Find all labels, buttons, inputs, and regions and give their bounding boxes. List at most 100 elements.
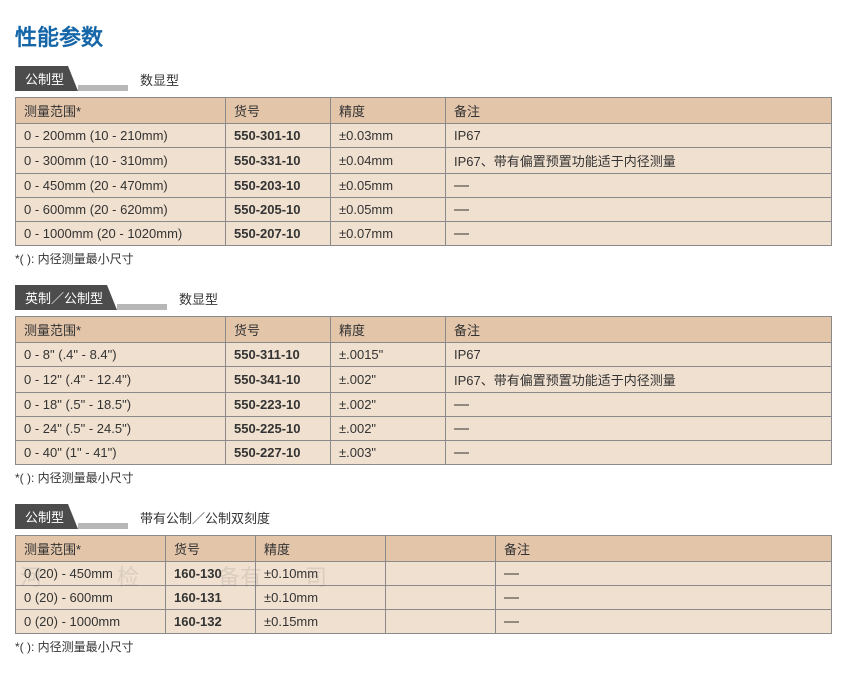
table-row: 0 - 450mm (20 - 470mm)550-203-10±0.05mm— xyxy=(16,174,832,198)
table-cell: ±.002" xyxy=(331,417,446,441)
table-row: 0 - 18" (.5" - 18.5")550-223-10±.002"— xyxy=(16,393,832,417)
table-cell: 160-132 xyxy=(166,610,256,634)
table-cell: 0 - 12" (.4" - 12.4") xyxy=(16,367,226,393)
table-row: 0 - 300mm (10 - 310mm)550-331-10±0.04mmI… xyxy=(16,148,832,174)
col-blank xyxy=(386,536,496,562)
table-cell: IP67、带有偏置预置功能适于内径测量 xyxy=(446,367,832,393)
table-cell: — xyxy=(446,441,832,465)
table-cell: ±.0015" xyxy=(331,343,446,367)
tab-metric: 公制型 xyxy=(15,66,78,91)
table-cell: — xyxy=(496,586,832,610)
col-code: 货号 xyxy=(226,317,331,343)
table-cell: 0 - 450mm (20 - 470mm) xyxy=(16,174,226,198)
table-cell: 0 - 8" (.4" - 8.4") xyxy=(16,343,226,367)
tab-sub-3: 带有公制／公制双刻度 xyxy=(128,508,270,529)
table-cell: IP67 xyxy=(446,124,832,148)
table-cell xyxy=(386,562,496,586)
table-cell: 0 - 24" (.5" - 24.5") xyxy=(16,417,226,441)
tab-tail xyxy=(117,304,167,310)
col-code: 货号 xyxy=(226,98,331,124)
table-row: 0 - 1000mm (20 - 1020mm)550-207-10±0.07m… xyxy=(16,222,832,246)
table-cell: 0 (20) - 450mm xyxy=(16,562,166,586)
table-cell: 0 - 1000mm (20 - 1020mm) xyxy=(16,222,226,246)
table-cell: 0 (20) - 1000mm xyxy=(16,610,166,634)
table-row: 0 (20) - 450mm160-130±0.10mm — xyxy=(16,562,832,586)
table-cell: 550-205-10 xyxy=(226,198,331,222)
col-accuracy: 精度 xyxy=(256,536,386,562)
table-cell: — xyxy=(446,417,832,441)
footnote-2: *( ): 内径测量最小尺寸 xyxy=(15,469,832,486)
table-cell: — xyxy=(446,393,832,417)
table-row: 0 - 600mm (20 - 620mm)550-205-10±0.05mm— xyxy=(16,198,832,222)
table-cell: 550-225-10 xyxy=(226,417,331,441)
section-head-2: 英制／公制型 数显型 xyxy=(15,285,832,310)
table-cell: ±0.04mm xyxy=(331,148,446,174)
table-cell: 550-227-10 xyxy=(226,441,331,465)
table-cell: 550-311-10 xyxy=(226,343,331,367)
table-cell: ±0.10mm xyxy=(256,562,386,586)
table-cell: ±0.05mm xyxy=(331,174,446,198)
col-remark: 备注 xyxy=(496,536,832,562)
table-cell: ±0.10mm xyxy=(256,586,386,610)
table-cell: ±0.03mm xyxy=(331,124,446,148)
col-range: 测量范围* xyxy=(16,536,166,562)
table-cell: — xyxy=(496,562,832,586)
table-row: 0 (20) - 1000mm160-132±0.15mm — xyxy=(16,610,832,634)
table-cell: IP67、带有偏置预置功能适于内径测量 xyxy=(446,148,832,174)
table-row: 0 - 200mm (10 - 210mm)550-301-10±0.03mmI… xyxy=(16,124,832,148)
table-cell: ±.002" xyxy=(331,393,446,417)
table-cell: 550-203-10 xyxy=(226,174,331,198)
table-metric-dual: 测量范围* 货号 精度 备注 0 (20) - 450mm160-130±0.1… xyxy=(15,535,832,634)
table-cell: — xyxy=(446,222,832,246)
table-cell: 550-301-10 xyxy=(226,124,331,148)
table-row: 0 - 12" (.4" - 12.4")550-341-10±.002"IP6… xyxy=(16,367,832,393)
table-cell: — xyxy=(446,198,832,222)
table-cell: ±0.15mm xyxy=(256,610,386,634)
table-cell: 0 - 600mm (20 - 620mm) xyxy=(16,198,226,222)
table-cell: 0 (20) - 600mm xyxy=(16,586,166,610)
table-cell: 550-223-10 xyxy=(226,393,331,417)
table-cell: ±.002" xyxy=(331,367,446,393)
col-remark: 备注 xyxy=(446,317,832,343)
table-inch-metric: 测量范围* 货号 精度 备注 0 - 8" (.4" - 8.4")550-31… xyxy=(15,316,832,465)
table-cell: — xyxy=(496,610,832,634)
col-accuracy: 精度 xyxy=(331,98,446,124)
table-cell: — xyxy=(446,174,832,198)
tab-inch-metric: 英制／公制型 xyxy=(15,285,117,310)
col-range: 测量范围* xyxy=(16,317,226,343)
col-remark: 备注 xyxy=(446,98,832,124)
col-code: 货号 xyxy=(166,536,256,562)
table-cell: ±0.07mm xyxy=(331,222,446,246)
table-cell: 160-130 xyxy=(166,562,256,586)
table-cell: 550-331-10 xyxy=(226,148,331,174)
table-cell: 0 - 40" (1" - 41") xyxy=(16,441,226,465)
table-cell: 550-341-10 xyxy=(226,367,331,393)
table-cell: 0 - 200mm (10 - 210mm) xyxy=(16,124,226,148)
table-cell: ±0.05mm xyxy=(331,198,446,222)
table-row: 0 (20) - 600mm160-131±0.10mm — xyxy=(16,586,832,610)
table-cell xyxy=(386,586,496,610)
table-cell: ±.003" xyxy=(331,441,446,465)
table-row: 0 - 24" (.5" - 24.5")550-225-10±.002"— xyxy=(16,417,832,441)
table-cell: IP67 xyxy=(446,343,832,367)
footnote-1: *( ): 内径测量最小尺寸 xyxy=(15,250,832,267)
section-head-1: 公制型 数显型 xyxy=(15,66,832,91)
tab-metric-dual: 公制型 xyxy=(15,504,78,529)
col-range: 测量范围* xyxy=(16,98,226,124)
table-row: 0 - 40" (1" - 41")550-227-10±.003"— xyxy=(16,441,832,465)
section-head-3: 公制型 带有公制／公制双刻度 xyxy=(15,504,832,529)
tab-tail xyxy=(78,85,128,91)
footnote-3: *( ): 内径测量最小尺寸 xyxy=(15,638,832,655)
table-cell: 160-131 xyxy=(166,586,256,610)
table-cell: 0 - 300mm (10 - 310mm) xyxy=(16,148,226,174)
table-cell: 0 - 18" (.5" - 18.5") xyxy=(16,393,226,417)
tab-tail xyxy=(78,523,128,529)
tab-sub-2: 数显型 xyxy=(167,289,218,310)
table-cell: 550-207-10 xyxy=(226,222,331,246)
page-title: 性能参数 xyxy=(15,20,832,52)
col-accuracy: 精度 xyxy=(331,317,446,343)
table-metric: 测量范围* 货号 精度 备注 0 - 200mm (10 - 210mm)550… xyxy=(15,97,832,246)
table-row: 0 - 8" (.4" - 8.4")550-311-10±.0015"IP67 xyxy=(16,343,832,367)
tab-sub-1: 数显型 xyxy=(128,70,179,91)
table-cell xyxy=(386,610,496,634)
